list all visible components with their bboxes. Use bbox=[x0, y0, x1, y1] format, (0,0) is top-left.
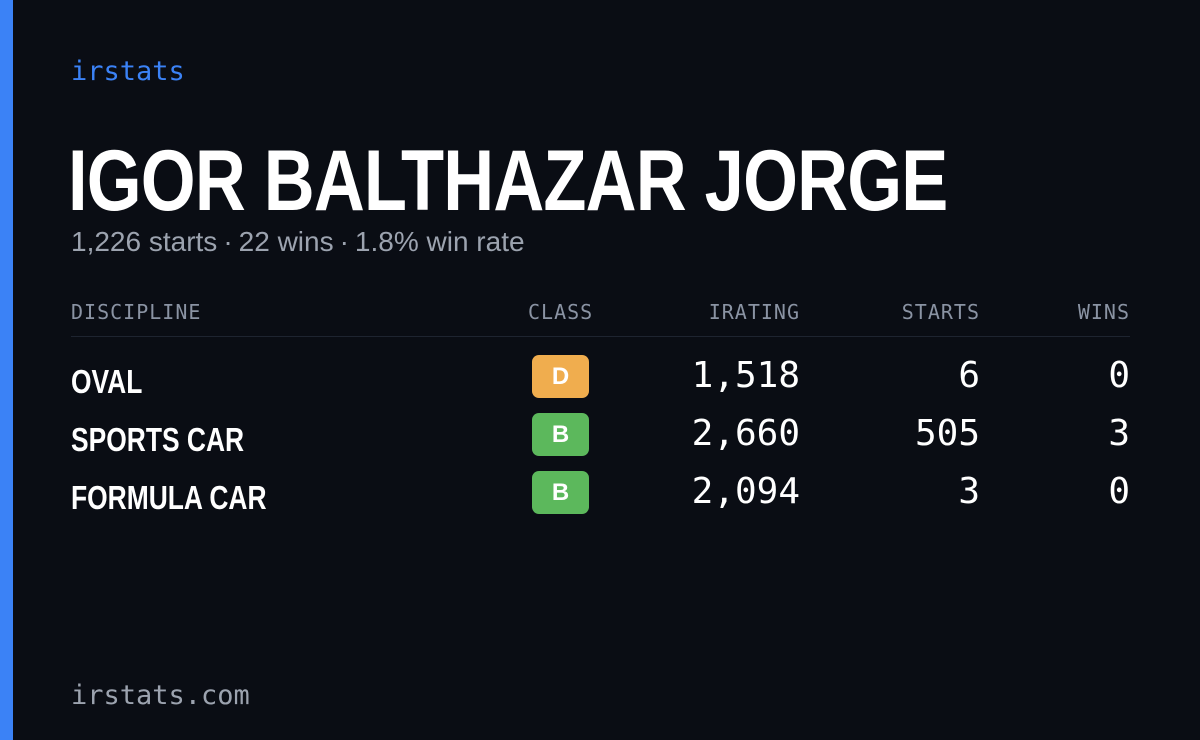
irating-value: 2,660 bbox=[691, 413, 800, 454]
irating-value: 1,518 bbox=[691, 355, 800, 396]
wins-value: 0 bbox=[1108, 471, 1130, 512]
starts-value: 6 bbox=[958, 355, 980, 396]
discipline-name: SPORTS CAR bbox=[71, 421, 245, 458]
starts-value: 505 bbox=[914, 413, 980, 454]
separator: · bbox=[223, 226, 233, 257]
footer-url[interactable]: irstats.com bbox=[71, 680, 250, 711]
table-row: SPORTS CAR B 2,660 505 3 bbox=[71, 411, 1130, 469]
brand-logo-text: irstats bbox=[71, 56, 185, 87]
discipline-table: DISCIPLINE CLASS IRATING STARTS WINS OVA… bbox=[71, 296, 1130, 527]
discipline-name: FORMULA CAR bbox=[71, 479, 267, 516]
class-badge: D bbox=[532, 355, 589, 398]
discipline-name: OVAL bbox=[71, 363, 143, 400]
header-irating: IRATING bbox=[708, 300, 800, 324]
irating-value: 2,094 bbox=[691, 471, 800, 512]
class-badge: B bbox=[532, 413, 589, 456]
table-row: OVAL D 1,518 6 0 bbox=[71, 353, 1130, 411]
wins-value: 0 bbox=[1108, 355, 1130, 396]
starts-count: 1,226 starts bbox=[71, 226, 218, 257]
header-class: CLASS bbox=[528, 300, 594, 324]
driver-summary: 1,226 starts · 22 wins · 1.8% win rate bbox=[71, 226, 525, 258]
table-header: DISCIPLINE CLASS IRATING STARTS WINS bbox=[71, 296, 1130, 337]
driver-name: IGOR BALTHAZAR JORGE bbox=[68, 133, 948, 229]
starts-value: 3 bbox=[958, 471, 980, 512]
header-wins: WINS bbox=[1077, 300, 1130, 324]
wins-value: 3 bbox=[1108, 413, 1130, 454]
header-discipline: DISCIPLINE bbox=[71, 300, 202, 324]
win-rate: 1.8% win rate bbox=[354, 226, 525, 257]
class-badge: B bbox=[532, 471, 589, 514]
separator: · bbox=[339, 226, 349, 257]
accent-bar bbox=[0, 0, 13, 740]
header-starts: STARTS bbox=[901, 300, 980, 324]
wins-count: 22 wins bbox=[238, 226, 334, 257]
table-row: FORMULA CAR B 2,094 3 0 bbox=[71, 469, 1130, 527]
